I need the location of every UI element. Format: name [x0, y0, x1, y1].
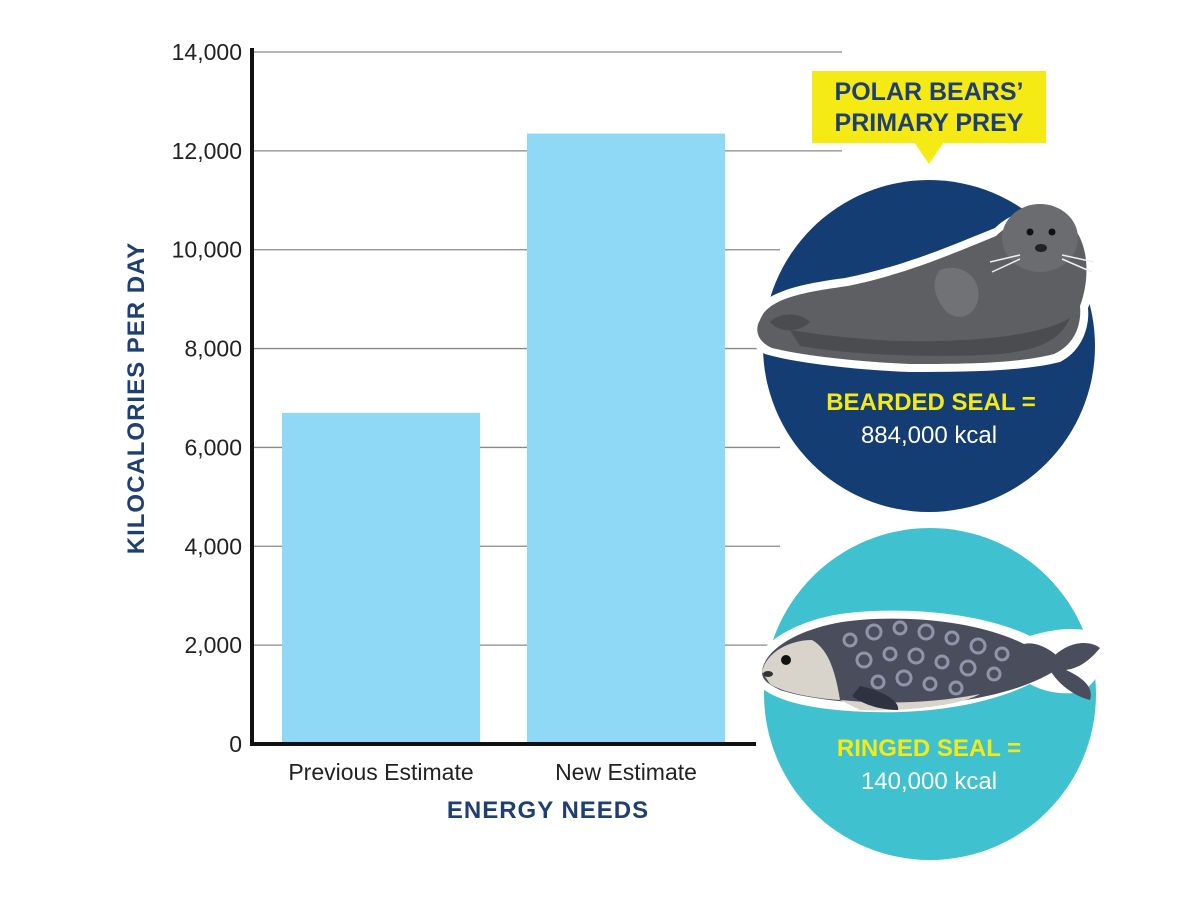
- bar-previous-estimate: [282, 412, 480, 744]
- ringed-seal-name: RINGED SEAL =: [837, 735, 1021, 762]
- y-tick-label: 12,000: [172, 138, 242, 164]
- x-axis-title: ENERGY NEEDS: [447, 797, 649, 824]
- bearded-seal-icon: [748, 204, 1096, 372]
- bearded-seal-name: BEARDED SEAL =: [826, 389, 1036, 416]
- x-category-label: New Estimate: [555, 759, 697, 785]
- x-category-label: Previous Estimate: [288, 759, 473, 785]
- ringed-seal-kcal: 140,000 kcal: [861, 768, 997, 795]
- x-category-labels: Previous Estimate New Estimate: [288, 759, 697, 785]
- bars: [282, 133, 725, 745]
- ringed-seal-icon: [752, 610, 1106, 713]
- y-tick-label: 4,000: [184, 533, 242, 559]
- bar-chart: 02,0004,0006,0008,00010,00012,00014,000 …: [123, 39, 842, 824]
- callout-background: [812, 71, 1046, 143]
- y-tick-labels: 0 2,000 4,000 6,000 8,000 10,000 12,000 14,000: [172, 39, 242, 757]
- callout-box: POLAR BEARS’ PRIMARY PREY: [812, 71, 1046, 164]
- y-tick-label: 6,000: [184, 434, 242, 460]
- y-tick-label: 14,000: [172, 39, 242, 65]
- y-tick-label: 0: [229, 731, 242, 757]
- y-tick-label: 2,000: [184, 632, 242, 658]
- bearded-seal-panel: BEARDED SEAL = 884,000 kcal: [748, 180, 1096, 512]
- callout-line-1: POLAR BEARS’: [835, 78, 1024, 106]
- y-tick-label: 8,000: [184, 336, 242, 362]
- callout-pointer: [914, 142, 944, 164]
- y-tick-label: 10,000: [172, 237, 242, 263]
- bearded-seal-kcal: 884,000 kcal: [861, 422, 997, 449]
- y-axis-title: KILOCALORIES PER DAY: [123, 242, 150, 555]
- callout-line-2: PRIMARY PREY: [835, 109, 1024, 137]
- ringed-seal-panel: RINGED SEAL = 140,000 kcal: [752, 528, 1106, 860]
- bar-new-estimate: [527, 133, 725, 745]
